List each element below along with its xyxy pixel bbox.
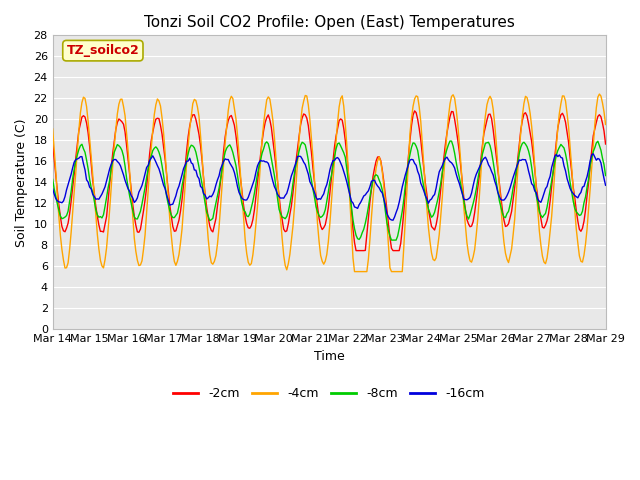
-4cm (116, 96, 124, 102)
-2cm (574, 218, 582, 224)
-4cm (49, 126, 56, 132)
-2cm (411, 108, 419, 114)
-16cm (589, 151, 597, 156)
-8cm (214, 192, 221, 198)
Line: -8cm: -8cm (52, 141, 605, 240)
-8cm (574, 211, 582, 216)
-2cm (232, 133, 240, 139)
-2cm (116, 118, 124, 123)
-2cm (291, 176, 298, 182)
X-axis label: Time: Time (314, 350, 344, 363)
-16cm (232, 176, 240, 182)
-8cm (241, 209, 249, 215)
-4cm (241, 237, 249, 243)
-2cm (241, 214, 249, 219)
-2cm (602, 141, 609, 147)
-2cm (214, 203, 221, 209)
-8cm (446, 138, 454, 144)
Line: -2cm: -2cm (52, 111, 605, 251)
Line: -16cm: -16cm (52, 154, 605, 220)
-8cm (291, 170, 298, 176)
-16cm (241, 197, 249, 203)
-8cm (116, 144, 124, 150)
-4cm (214, 241, 221, 247)
-8cm (602, 173, 609, 179)
-16cm (116, 163, 124, 168)
-4cm (232, 116, 240, 121)
-4cm (351, 269, 358, 275)
-2cm (352, 248, 360, 253)
Legend: -2cm, -4cm, -8cm, -16cm: -2cm, -4cm, -8cm, -16cm (168, 383, 490, 406)
-2cm (49, 140, 56, 146)
Line: -4cm: -4cm (52, 94, 605, 272)
-8cm (232, 163, 240, 168)
Text: TZ_soilco2: TZ_soilco2 (67, 44, 140, 57)
-16cm (572, 194, 580, 200)
-8cm (49, 177, 56, 182)
Title: Tonzi Soil CO2 Profile: Open (East) Temperatures: Tonzi Soil CO2 Profile: Open (East) Temp… (143, 15, 515, 30)
-16cm (49, 186, 56, 192)
Y-axis label: Soil Temperature (C): Soil Temperature (C) (15, 118, 28, 247)
-16cm (291, 164, 298, 170)
-8cm (388, 237, 396, 243)
-4cm (572, 226, 580, 232)
-4cm (291, 204, 298, 210)
-4cm (602, 121, 609, 127)
-16cm (214, 177, 221, 183)
-4cm (596, 91, 604, 97)
-16cm (389, 217, 397, 223)
-16cm (602, 182, 609, 188)
